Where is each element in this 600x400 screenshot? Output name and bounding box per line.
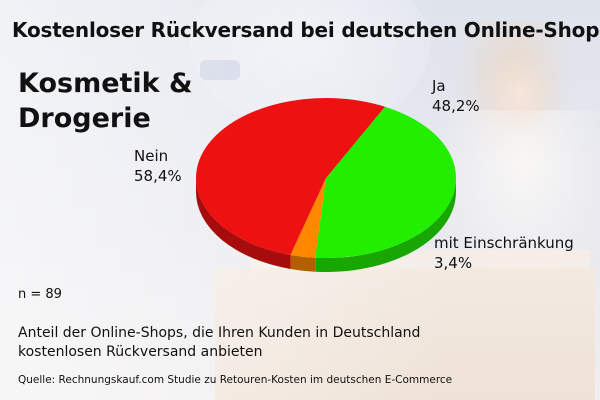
slice-label-nein-value: 58,4%	[134, 167, 182, 185]
chart-description: Anteil der Online-Shops, die Ihren Kunde…	[18, 325, 421, 360]
slice-label-mit-value: 3,4%	[434, 254, 473, 272]
slice-label-ja-value: 48,2%	[432, 97, 480, 115]
pie-side-1-0	[290, 254, 316, 272]
chart-source: Quelle: Rechnungskauf.com Studie zu Reto…	[18, 374, 453, 386]
chart-title: Kostenloser Rückversand bei deutschen On…	[12, 18, 600, 42]
slice-label-mit-einschraenkung: mit Einschränkung 3,4%	[434, 233, 574, 273]
sample-size: n = 89	[18, 287, 62, 302]
pie-slice-1	[290, 178, 326, 258]
pie-side-0-0	[315, 178, 456, 272]
slice-label-ja: Ja 48,2%	[432, 76, 480, 116]
slice-label-ja-name: Ja	[432, 77, 446, 95]
slice-label-mit-name: mit Einschränkung	[434, 234, 574, 252]
chart-subtitle: Kosmetik & Drogerie	[18, 68, 193, 134]
slice-label-nein: Nein 58,4%	[134, 146, 182, 186]
pie-side-2-0	[196, 178, 291, 269]
pie-slice-0	[315, 106, 457, 258]
slice-label-nein-name: Nein	[134, 147, 169, 165]
pie-slice-2	[195, 97, 386, 255]
